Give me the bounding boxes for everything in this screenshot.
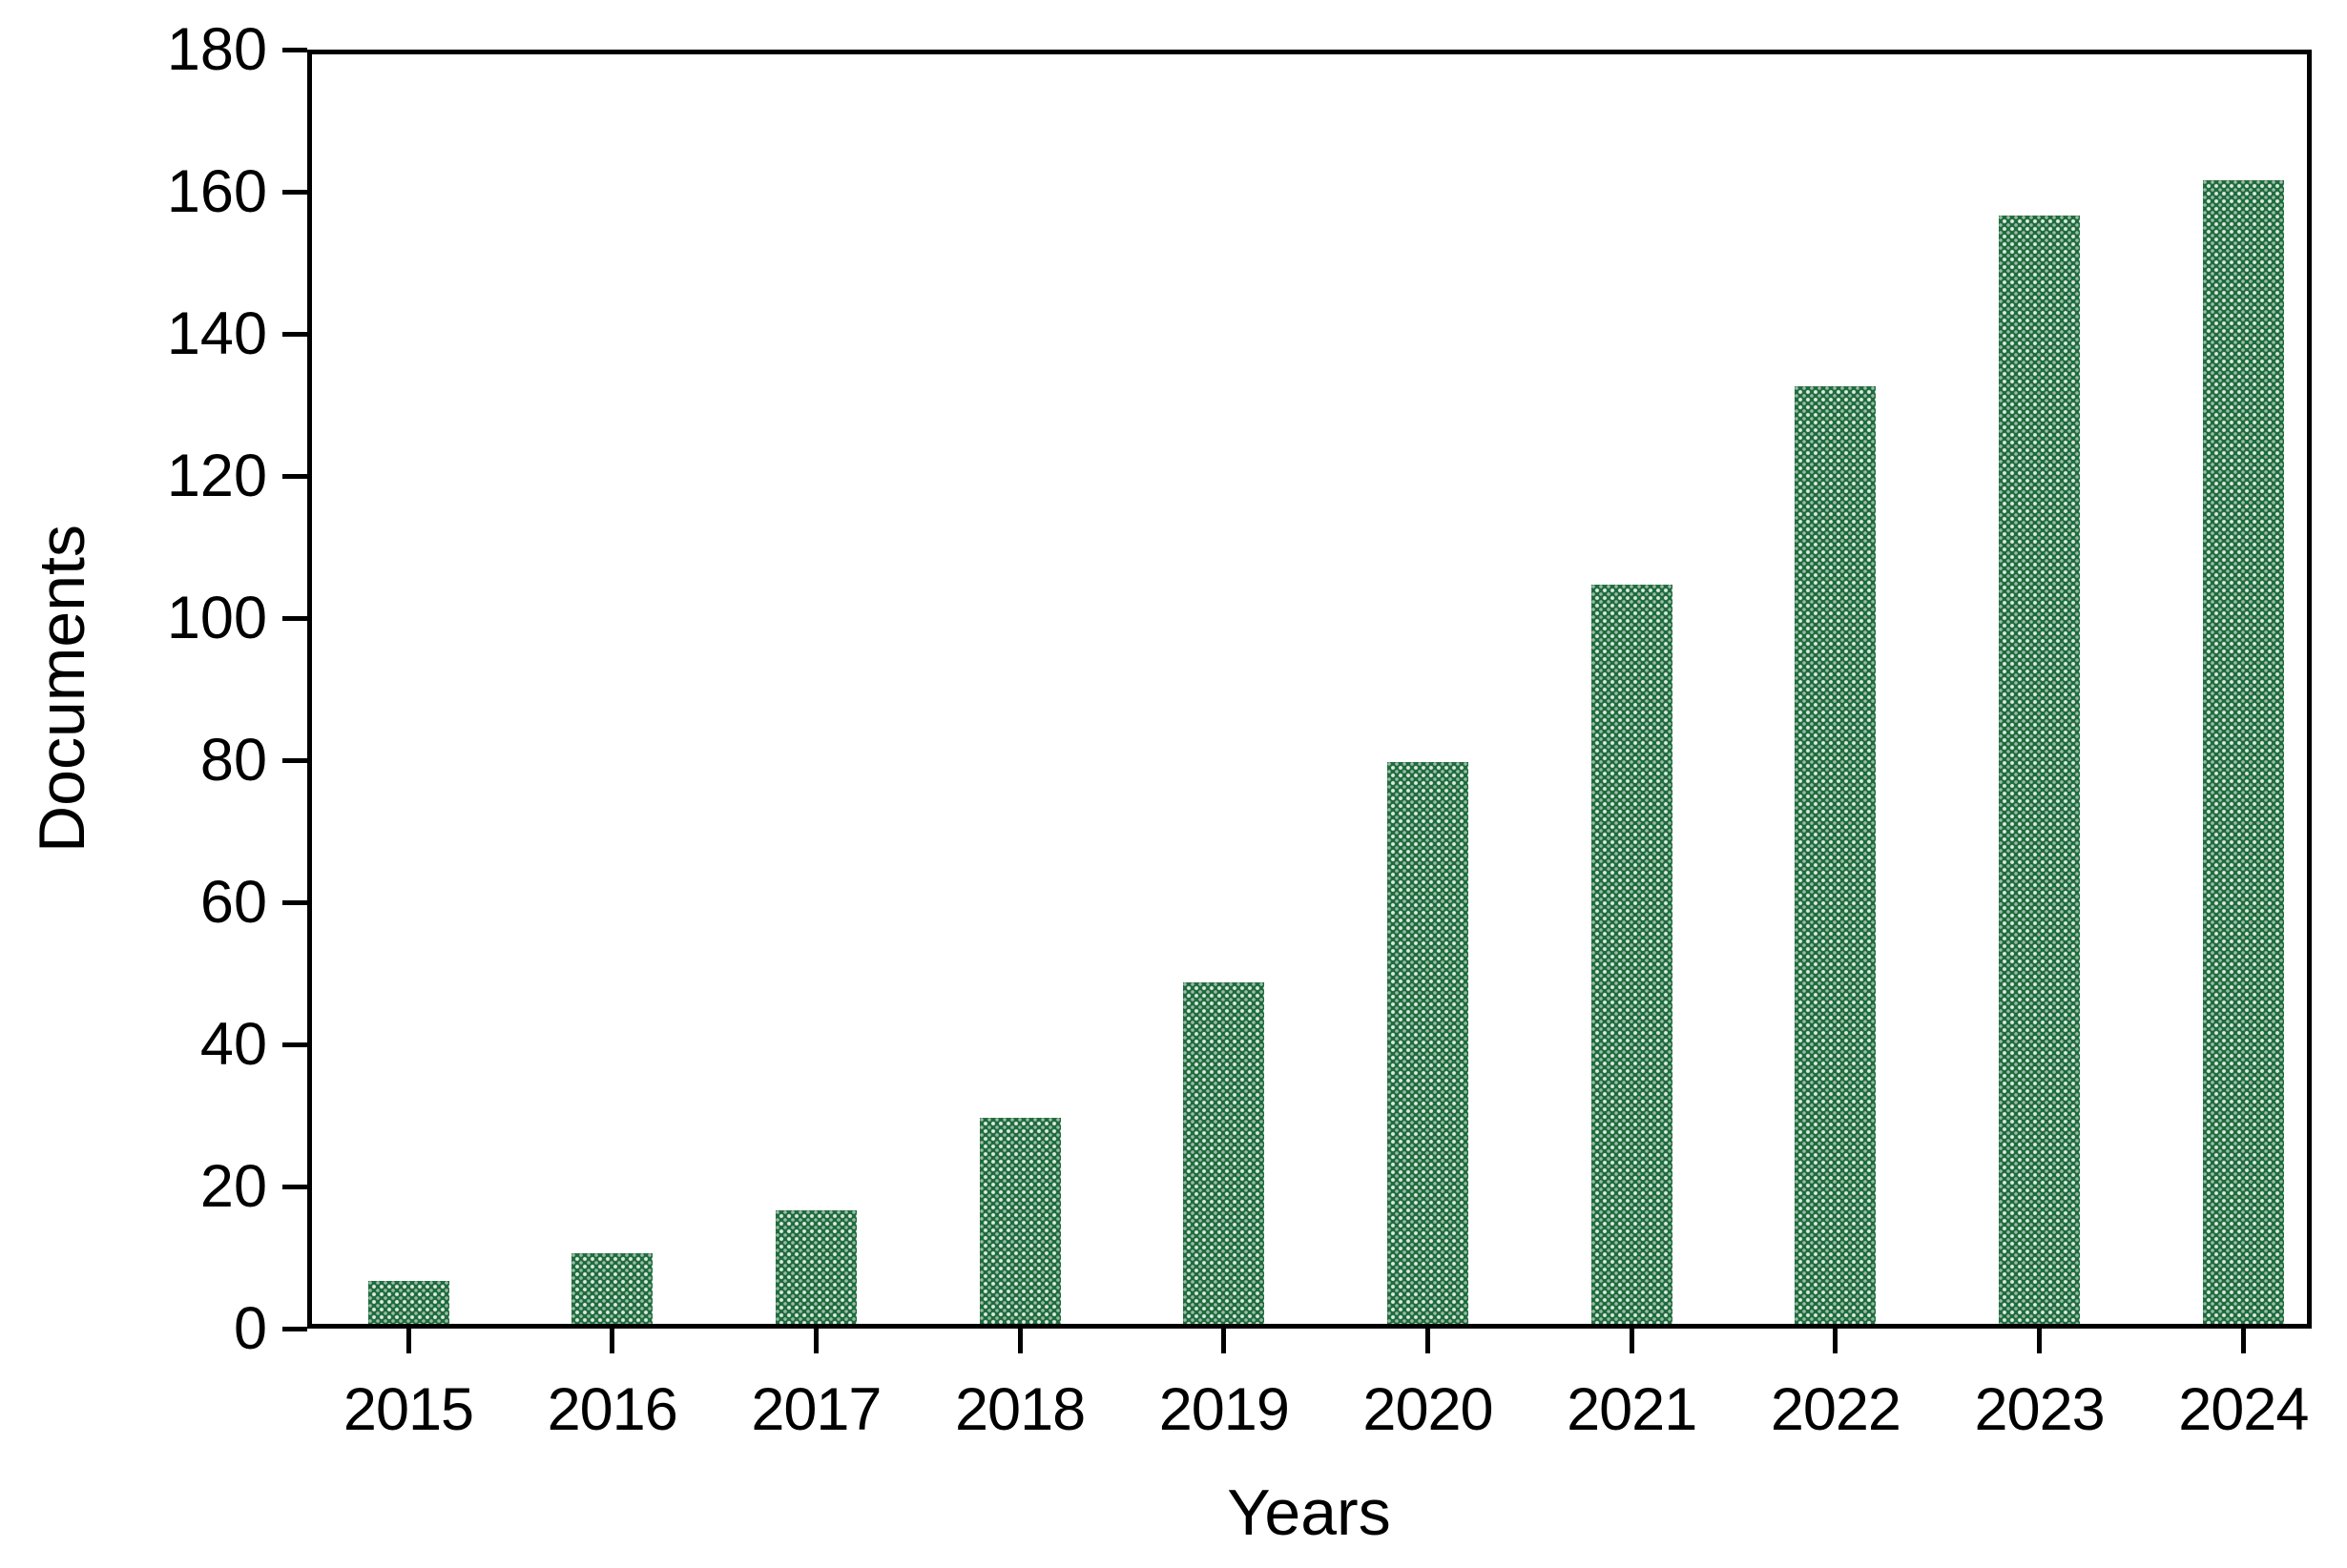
- bar-2021: [1590, 585, 1672, 1324]
- bar-2022: [1795, 385, 1877, 1324]
- y-tick-mark: [282, 47, 307, 52]
- y-tick-label: 100: [166, 584, 267, 651]
- x-tick-label-2016: 2016: [547, 1376, 678, 1443]
- bar-2016: [571, 1252, 654, 1324]
- y-tick-label: 40: [199, 1010, 267, 1078]
- y-axis-title: Documents: [26, 525, 99, 853]
- bar-2024: [2202, 179, 2284, 1324]
- y-tick-label: 80: [199, 726, 267, 794]
- y-tick-mark: [282, 1042, 307, 1047]
- x-tick-mark: [1425, 1329, 1430, 1353]
- y-tick-label: 120: [166, 442, 267, 509]
- x-tick-label-2023: 2023: [1974, 1376, 2106, 1443]
- y-tick-label: 20: [199, 1152, 267, 1220]
- x-tick-mark: [813, 1329, 819, 1353]
- x-axis-title: Years: [1227, 1476, 1391, 1549]
- x-tick-label-2015: 2015: [343, 1376, 474, 1443]
- y-tick-mark: [282, 331, 307, 337]
- y-tick-label: 0: [233, 1294, 267, 1362]
- y-tick-mark: [282, 757, 307, 763]
- y-tick-label: 160: [166, 157, 267, 225]
- y-tick-mark: [282, 189, 307, 195]
- y-tick-mark: [282, 1326, 307, 1331]
- y-tick-mark: [282, 899, 307, 905]
- x-tick-mark: [1629, 1329, 1634, 1353]
- x-tick-label-2020: 2020: [1362, 1376, 1493, 1443]
- x-tick-mark: [1017, 1329, 1023, 1353]
- bar-2018: [979, 1117, 1061, 1324]
- x-tick-label-2017: 2017: [751, 1376, 882, 1443]
- y-tick-mark: [282, 1184, 307, 1189]
- x-tick-mark: [610, 1329, 615, 1353]
- x-tick-label-2024: 2024: [2178, 1376, 2309, 1443]
- x-tick-label-2018: 2018: [955, 1376, 1086, 1443]
- plot-area: [307, 50, 2312, 1329]
- bar-2015: [367, 1281, 449, 1324]
- bar-2019: [1183, 982, 1265, 1324]
- y-tick-mark: [282, 615, 307, 621]
- y-tick-label: 140: [166, 299, 267, 367]
- bar-2023: [1999, 215, 2081, 1324]
- y-tick-label: 180: [166, 15, 267, 83]
- x-tick-mark: [1833, 1329, 1838, 1353]
- y-tick-label: 60: [199, 868, 267, 936]
- x-tick-mark: [1221, 1329, 1227, 1353]
- x-tick-mark: [405, 1329, 411, 1353]
- x-tick-label-2022: 2022: [1770, 1376, 1901, 1443]
- x-tick-mark: [2037, 1329, 2043, 1353]
- bar-2017: [775, 1209, 857, 1324]
- x-tick-label-2021: 2021: [1567, 1376, 1697, 1443]
- x-tick-label-2019: 2019: [1158, 1376, 1290, 1443]
- y-tick-mark: [282, 473, 307, 479]
- x-tick-mark: [2240, 1329, 2246, 1353]
- bar-2020: [1387, 762, 1468, 1324]
